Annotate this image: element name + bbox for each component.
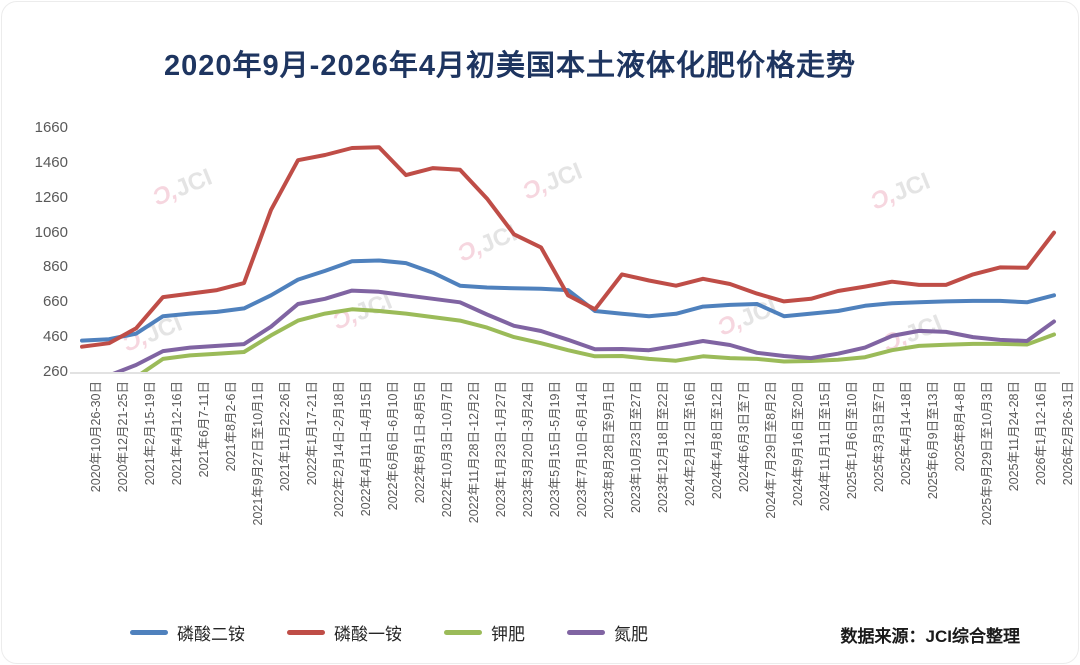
x-tick-label: 2021年11月22-26日 [278, 381, 292, 492]
x-tick-label: 2020年10月26-30日 [89, 381, 103, 493]
series-line-nitrogen [112, 288, 1056, 372]
x-tick-label: 2022年2月14日-2月18日 [332, 381, 346, 518]
x-tick-label: 2023年3月20日-3月24日 [521, 381, 535, 518]
y-tick-label: 1660 [34, 119, 68, 136]
x-tick-label: 2021年2月15-19日 [143, 381, 157, 486]
legend-label-potash: 钾肥 [491, 625, 525, 644]
x-tick-label: 2023年1月23日-1月27日 [494, 381, 508, 518]
x-tick-label: 2023年8月28日至9月1日 [602, 381, 616, 519]
x-tick-label: 2023年10月23日至27日 [629, 381, 643, 514]
x-tick-label: 2025年4月14-18日 [899, 381, 913, 486]
x-tick-label: 2025年1月6日至10日 [845, 381, 859, 500]
x-tick-label: 2025年8月4-8日 [953, 381, 967, 472]
legend-label-map: 磷酸一铵 [334, 625, 402, 644]
legend-item-dap: 磷酸二铵 [130, 620, 245, 645]
legend-label-nitrogen: 氮肥 [614, 625, 648, 644]
x-tick-label: 2022年10月3日-10月7日 [440, 381, 454, 518]
legend-item-potash: 钾肥 [444, 620, 525, 645]
legend-swatch-dap [130, 630, 168, 635]
x-tick-label: 2024年11月11日至15日 [818, 381, 832, 512]
x-tick-label: 2023年5月15日-5月19日 [548, 381, 562, 518]
x-tick-label: 2024年7月29日至8月2日 [764, 381, 778, 519]
chart-title: 2020年9月-2026年4月初美国本土液体化肥价格走势 [164, 50, 856, 82]
x-tick-label: 2021年8月2-6日 [224, 381, 238, 472]
legend-swatch-nitrogen [567, 630, 605, 635]
series-line-potash [140, 307, 1056, 372]
x-tick-label: 2021年6月7-11日 [197, 381, 211, 478]
x-tick-label: 2026年2月26-31日 [1061, 381, 1075, 486]
y-tick-label: 860 [42, 258, 68, 276]
legend-label-dap: 磷酸二铵 [177, 625, 245, 644]
y-tick-label: 1460 [34, 153, 68, 171]
x-tick-label: 2024年4月8日至12日 [710, 381, 724, 500]
x-tick-label: 2022年8月1日-8月5日 [413, 381, 427, 504]
y-tick-label: 460 [42, 328, 68, 346]
y-tick-label: 260 [42, 363, 68, 380]
x-tick-label: 2026年1月12-16日 [1034, 381, 1048, 486]
x-tick-label: 2024年9月16日至20日 [791, 381, 805, 507]
x-tick-label: 2024年2月12日至16日 [683, 381, 697, 507]
x-tick-label: 2020年12月21-25日 [116, 381, 130, 493]
legend: 磷酸二铵 磷酸一铵 钾肥 氮肥 [130, 620, 690, 645]
x-tick-label: 2025年9月29日至10月3日 [980, 381, 994, 526]
x-tick-label: 2023年7月10日-6月14日 [575, 381, 589, 518]
y-tick-label: 1260 [34, 188, 68, 206]
chart-footer: 磷酸二铵 磷酸一铵 钾肥 氮肥 数据来源：JCI综合整理 [2, 620, 1078, 650]
x-tick-label: 2021年4月12-16日 [170, 381, 184, 486]
x-tick-label: 2024年6月3日至7日 [737, 381, 751, 493]
legend-item-map: 磷酸一铵 [287, 620, 402, 645]
x-tick-label: 2022年4月11日-4月15日 [359, 381, 373, 517]
x-tick-label: 2023年12月18日至22日 [656, 381, 670, 514]
x-tick-label: 2022年11月28日-12月2日 [467, 381, 481, 524]
series-line-map [80, 145, 1056, 349]
x-tick-label: 2025年11月24-28日 [1007, 381, 1021, 492]
y-tick-label: 1060 [34, 223, 68, 241]
legend-item-nitrogen: 氮肥 [567, 620, 648, 645]
series-line-dap [80, 258, 1056, 343]
x-tick-label: 2022年1月17-21日 [305, 381, 319, 486]
source-note: 数据来源：JCI综合整理 [840, 627, 1020, 646]
x-tick-label: 2025年6月9日至13日 [926, 381, 940, 500]
x-tick-label: 2025年3月3日至7日 [872, 381, 886, 493]
x-tick-label: 2021年9月27日至10月1日 [251, 381, 265, 526]
legend-swatch-potash [444, 630, 482, 635]
y-tick-label: 660 [42, 293, 68, 311]
x-tick-label: 2022年6月6日-6月10日 [386, 381, 400, 511]
legend-swatch-map [287, 630, 325, 635]
